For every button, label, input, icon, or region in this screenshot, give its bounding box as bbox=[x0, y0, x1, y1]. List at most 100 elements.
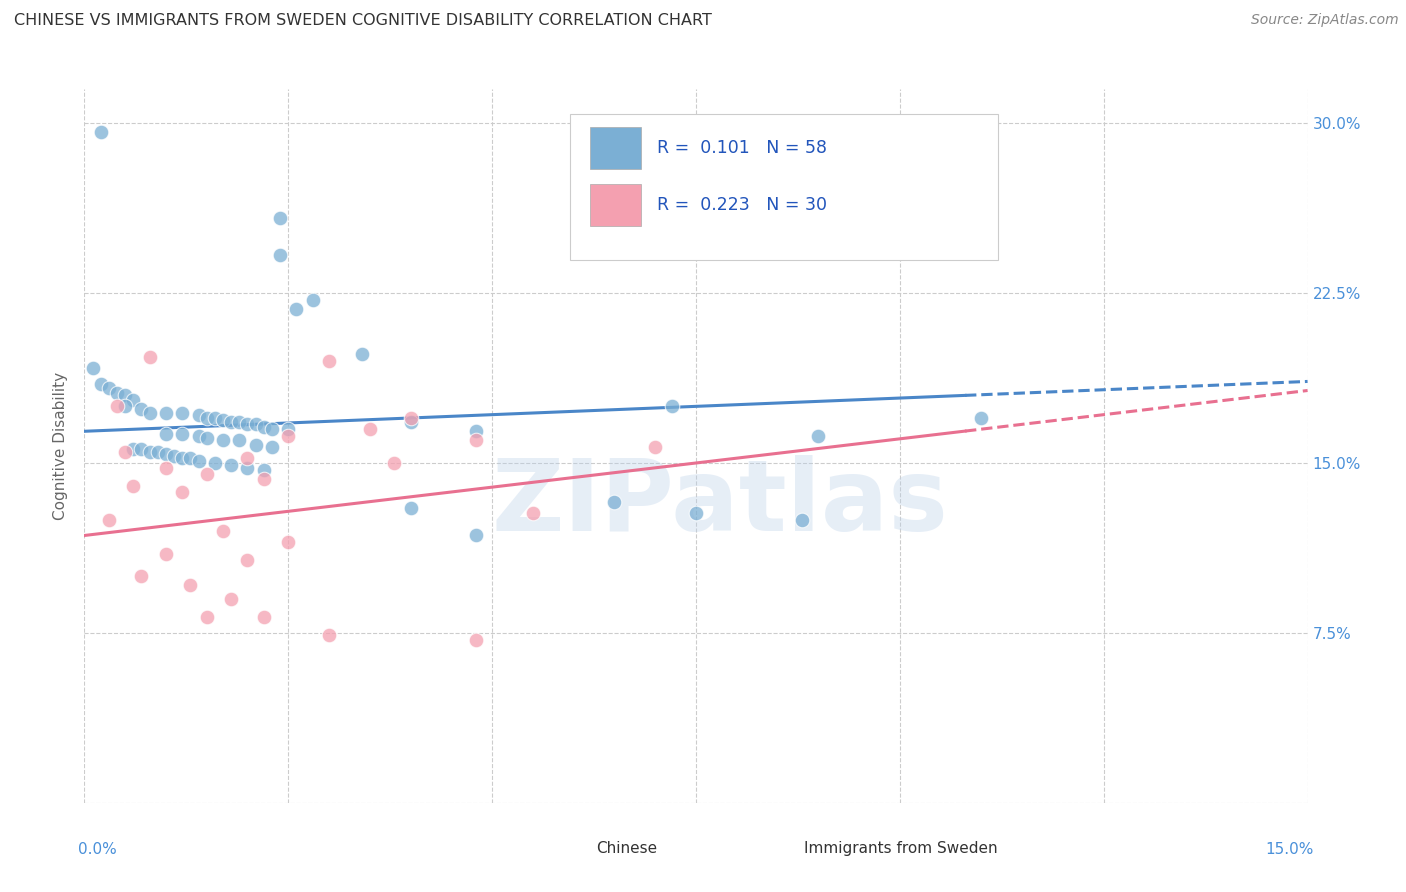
Point bbox=[212, 413, 235, 427]
Point bbox=[114, 388, 136, 402]
Point bbox=[269, 247, 291, 261]
Point bbox=[195, 431, 218, 445]
Point bbox=[138, 406, 160, 420]
Point bbox=[195, 467, 218, 482]
Point bbox=[114, 400, 136, 414]
Point bbox=[90, 125, 112, 139]
Point bbox=[685, 506, 707, 520]
Point bbox=[464, 434, 486, 448]
Point bbox=[212, 434, 235, 448]
Point bbox=[155, 547, 177, 561]
Point bbox=[172, 406, 194, 420]
Point bbox=[236, 417, 259, 432]
FancyBboxPatch shape bbox=[589, 127, 641, 169]
Point bbox=[644, 440, 666, 454]
Point bbox=[285, 301, 308, 316]
Point bbox=[146, 444, 169, 458]
Point bbox=[277, 429, 299, 443]
Point bbox=[105, 385, 128, 400]
Point bbox=[661, 400, 683, 414]
Point bbox=[212, 524, 235, 538]
Point bbox=[350, 347, 373, 361]
FancyBboxPatch shape bbox=[755, 833, 796, 864]
Point bbox=[253, 610, 276, 624]
Point bbox=[122, 442, 145, 457]
Point bbox=[464, 424, 486, 438]
Point bbox=[82, 360, 104, 375]
Point bbox=[236, 460, 259, 475]
Point bbox=[172, 451, 194, 466]
Point bbox=[399, 501, 422, 516]
Point bbox=[131, 401, 153, 416]
Point bbox=[195, 410, 218, 425]
Text: R =  0.223   N = 30: R = 0.223 N = 30 bbox=[657, 196, 827, 214]
Point bbox=[603, 494, 626, 508]
Point bbox=[138, 444, 160, 458]
Point bbox=[318, 354, 340, 368]
Point bbox=[970, 410, 993, 425]
Point bbox=[187, 429, 209, 443]
Point bbox=[790, 513, 813, 527]
Point bbox=[219, 415, 242, 429]
Point bbox=[382, 456, 405, 470]
Text: 0.0%: 0.0% bbox=[79, 842, 117, 857]
Point bbox=[359, 422, 381, 436]
Point bbox=[195, 610, 218, 624]
Point bbox=[464, 528, 486, 542]
Y-axis label: Cognitive Disability: Cognitive Disability bbox=[53, 372, 69, 520]
Point bbox=[179, 578, 201, 592]
Point bbox=[277, 535, 299, 549]
Point bbox=[163, 449, 186, 463]
FancyBboxPatch shape bbox=[589, 184, 641, 227]
Point bbox=[399, 415, 422, 429]
Point bbox=[172, 485, 194, 500]
Point bbox=[204, 410, 226, 425]
Text: CHINESE VS IMMIGRANTS FROM SWEDEN COGNITIVE DISABILITY CORRELATION CHART: CHINESE VS IMMIGRANTS FROM SWEDEN COGNIT… bbox=[14, 13, 711, 29]
FancyBboxPatch shape bbox=[569, 114, 998, 260]
Point bbox=[253, 463, 276, 477]
Point bbox=[219, 458, 242, 473]
Point bbox=[399, 410, 422, 425]
Point bbox=[236, 553, 259, 567]
Point bbox=[277, 422, 299, 436]
Point bbox=[122, 478, 145, 492]
Point bbox=[155, 447, 177, 461]
Point bbox=[807, 429, 830, 443]
Point bbox=[219, 591, 242, 606]
Text: ZIPatlas: ZIPatlas bbox=[492, 455, 949, 551]
Point bbox=[228, 415, 250, 429]
Point bbox=[105, 400, 128, 414]
Point bbox=[269, 211, 291, 226]
Text: 15.0%: 15.0% bbox=[1265, 842, 1313, 857]
Text: Immigrants from Sweden: Immigrants from Sweden bbox=[804, 841, 997, 856]
Point bbox=[114, 444, 136, 458]
Text: Source: ZipAtlas.com: Source: ZipAtlas.com bbox=[1251, 13, 1399, 28]
Point bbox=[155, 460, 177, 475]
Point bbox=[131, 569, 153, 583]
Point bbox=[318, 628, 340, 642]
Point bbox=[522, 506, 544, 520]
Point bbox=[155, 406, 177, 420]
Point bbox=[228, 434, 250, 448]
Point bbox=[301, 293, 323, 307]
Point bbox=[236, 451, 259, 466]
Point bbox=[172, 426, 194, 441]
Point bbox=[155, 426, 177, 441]
Text: R =  0.101   N = 58: R = 0.101 N = 58 bbox=[657, 139, 827, 157]
Point bbox=[179, 451, 201, 466]
Point bbox=[138, 350, 160, 364]
Point bbox=[131, 442, 153, 457]
Point bbox=[187, 409, 209, 423]
Point bbox=[253, 419, 276, 434]
Point bbox=[464, 632, 486, 647]
Point bbox=[90, 376, 112, 391]
Text: Chinese: Chinese bbox=[596, 841, 657, 856]
Point bbox=[260, 440, 283, 454]
Point bbox=[253, 472, 276, 486]
Point bbox=[97, 381, 120, 395]
Point bbox=[260, 422, 283, 436]
Point bbox=[97, 513, 120, 527]
Point bbox=[204, 456, 226, 470]
Point bbox=[245, 417, 267, 432]
Point bbox=[725, 161, 748, 176]
